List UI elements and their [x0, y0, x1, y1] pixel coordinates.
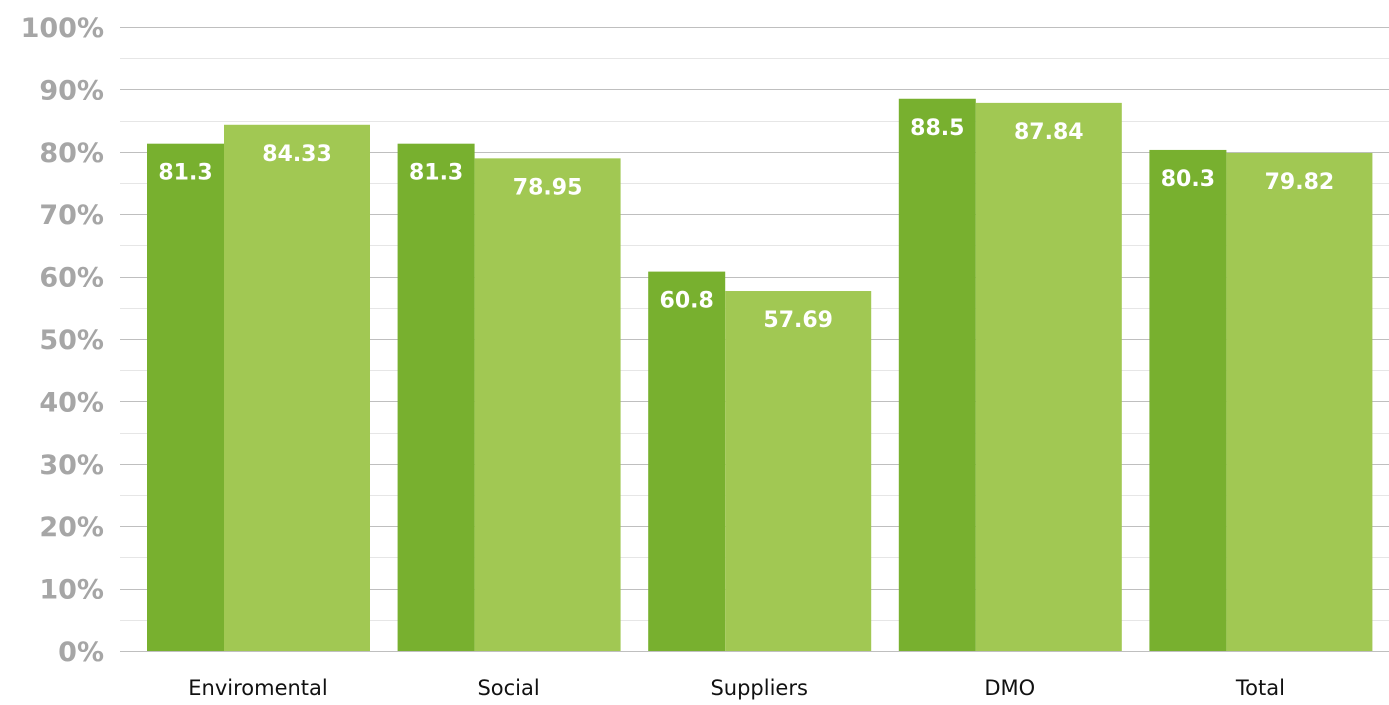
y-tick-label: 0%: [58, 637, 104, 668]
y-axis: 0% 10% 20% 30% 40% 50% 60% 70% 80% 90% 100%: [21, 13, 104, 668]
bar: [397, 143, 475, 652]
bar: [975, 102, 1122, 651]
bar: [474, 158, 621, 652]
y-tick-label: 50%: [39, 325, 104, 356]
data-label: 57.69: [763, 308, 833, 333]
bar: [898, 98, 976, 651]
x-tick-label: DMO: [984, 676, 1035, 700]
bars: [147, 98, 1373, 652]
x-tick-label: Social: [477, 676, 539, 700]
bar: [648, 271, 726, 651]
y-tick-label: 90%: [39, 75, 104, 106]
y-tick-label: 100%: [21, 13, 104, 44]
data-label: 60.8: [660, 289, 714, 314]
y-tick-label: 10%: [39, 575, 104, 606]
data-label: 81.3: [409, 161, 463, 186]
data-label: 79.82: [1265, 170, 1335, 195]
bar: [224, 124, 370, 651]
bar: [1149, 149, 1227, 652]
y-tick-label: 80%: [39, 138, 104, 169]
x-tick-label: Suppliers: [710, 676, 807, 700]
data-labels: 81.3 84.33 81.3 78.95 60.8 57.69 88.5 87.84 80.3…: [158, 116, 1334, 333]
y-tick-label: 30%: [39, 450, 104, 481]
data-label: 80.3: [1161, 167, 1215, 192]
data-label: 81.3: [158, 161, 212, 186]
data-label: 88.5: [910, 116, 964, 141]
y-tick-label: 60%: [39, 263, 104, 294]
y-tick-label: 40%: [39, 387, 104, 418]
data-label: 87.84: [1014, 120, 1084, 145]
y-tick-label: 20%: [39, 512, 104, 543]
x-tick-label: Total: [1235, 676, 1285, 700]
data-label: 78.95: [513, 175, 583, 200]
bar: [147, 143, 224, 652]
bar: [1226, 152, 1373, 651]
bar: [725, 291, 872, 651]
data-label: 84.33: [262, 142, 332, 167]
x-axis: Enviromental Social Suppliers DMO Total: [188, 676, 1285, 700]
x-tick-label: Enviromental: [188, 676, 327, 700]
y-tick-label: 70%: [39, 200, 104, 231]
